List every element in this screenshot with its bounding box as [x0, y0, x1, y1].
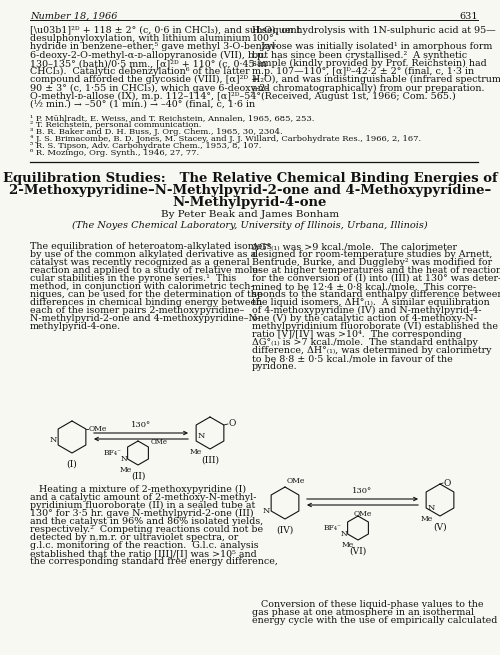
Text: Conversion of these liquid-phase values to the: Conversion of these liquid-phase values …	[252, 600, 484, 609]
Text: for the conversion of (I) into (III) at 130° was deter-: for the conversion of (I) into (III) at …	[252, 274, 500, 283]
Text: 130°: 130°	[352, 487, 372, 495]
Text: cular stabilities in the pyrone series.¹  This: cular stabilities in the pyrone series.¹…	[30, 274, 236, 283]
Text: 631: 631	[460, 12, 478, 21]
Text: Number 18, 1966: Number 18, 1966	[30, 12, 118, 21]
Text: g.l.c. monitoring of the reaction.  G.l.c. analysis: g.l.c. monitoring of the reaction. G.l.c…	[30, 541, 258, 550]
Text: sample (kindly provided by Prof. Reichstein) had: sample (kindly provided by Prof. Reichst…	[252, 59, 487, 68]
Text: 130° for 3·5 hr. gave N-methylpyrid-2-one (III): 130° for 3·5 hr. gave N-methylpyrid-2-on…	[30, 509, 254, 518]
Text: respectively.²  Competing reactions could not be: respectively.² Competing reactions could…	[30, 525, 263, 534]
Text: BF₄⁻: BF₄⁻	[324, 524, 342, 532]
Text: the liquid isomers, ΔH°₍₁₎.  A similar equilibration: the liquid isomers, ΔH°₍₁₎. A similar eq…	[252, 298, 490, 307]
Text: differences in chemical binding energy between: differences in chemical binding energy b…	[30, 298, 262, 307]
Text: Me: Me	[120, 466, 132, 474]
Text: N-Methylpyrid-4-one: N-Methylpyrid-4-one	[173, 196, 327, 209]
Text: N: N	[341, 530, 347, 538]
Text: 100°.: 100°.	[252, 34, 278, 43]
Text: 2-Methoxypyridine–N-Methylpyrid-2-one and 4-Methoxypyridine–: 2-Methoxypyridine–N-Methylpyrid-2-one an…	[9, 184, 491, 197]
Text: (The Noyes Chemical Laboratory, University of Illinois, Urbana, Illinois): (The Noyes Chemical Laboratory, Universi…	[72, 221, 428, 230]
Text: N-methylpyrid-2-one and 4-methoxypyridine–N-: N-methylpyrid-2-one and 4-methoxypyridin…	[30, 314, 260, 323]
Text: (IV): (IV)	[276, 526, 293, 535]
Text: Equilibration Studies:   The Relative Chemical Binding Energies of: Equilibration Studies: The Relative Chem…	[2, 172, 498, 185]
Text: Bentrude, Burke, and Duggleby² was modified for: Bentrude, Burke, and Duggleby² was modif…	[252, 258, 492, 267]
Text: BF₄⁻: BF₄⁻	[104, 449, 122, 457]
Text: ⁵ R. S. Tipson, Adv. Carbohydrate Chem., 1953, 8, 107.: ⁵ R. S. Tipson, Adv. Carbohydrate Chem.,…	[30, 142, 262, 150]
Text: ⁴ J. S. Brimacombe, B. D. Jones, M. Stacey, and J. J. Willard, Carbohydrate Res.: ⁴ J. S. Brimacombe, B. D. Jones, M. Stac…	[30, 135, 421, 143]
Text: OMe: OMe	[354, 510, 372, 518]
Text: pyridinium fluoroborate (II) in a sealed tube at: pyridinium fluoroborate (II) in a sealed…	[30, 501, 256, 510]
Text: 130–135° (bath)/0·5 mm., [α]²ᴰ + 110° (c, 0·45 in: 130–135° (bath)/0·5 mm., [α]²ᴰ + 110° (c…	[30, 59, 267, 68]
Text: and a catalytic amount of 2-methoxy-N-methyl-: and a catalytic amount of 2-methoxy-N-me…	[30, 493, 256, 502]
Text: desulphonyloxylation, with lithium aluminium: desulphonyloxylation, with lithium alumi…	[30, 34, 250, 43]
Text: OMe: OMe	[89, 425, 107, 433]
Text: Me: Me	[421, 515, 434, 523]
Text: ΔG°₍₁₎ is >7 kcal./mole.  The standard enthalpy: ΔG°₍₁₎ is >7 kcal./mole. The standard en…	[252, 338, 478, 347]
Text: niques, can be used for the determination of the: niques, can be used for the determinatio…	[30, 290, 262, 299]
Text: N: N	[121, 455, 128, 463]
Text: and the catalyst in 96% and 86% isolated yields,: and the catalyst in 96% and 86% isolated…	[30, 517, 263, 526]
Text: ⁶ R. Mozingo, Org. Synth., 1946, 27, 77.: ⁶ R. Mozingo, Org. Synth., 1946, 27, 77.	[30, 149, 199, 157]
Text: H₂O), and was indistinguishable (infrared spectrum: H₂O), and was indistinguishable (infrare…	[252, 75, 500, 84]
Text: catalyst was recently recognized as a general: catalyst was recently recognized as a ge…	[30, 258, 250, 267]
Text: (III): (III)	[201, 456, 219, 465]
Text: difference, ΔH°₍₁₎, was determined by calorimetry: difference, ΔH°₍₁₎, was determined by ca…	[252, 346, 492, 355]
Text: methylpyridinium fluoroborate (VI) established the: methylpyridinium fluoroborate (VI) estab…	[252, 322, 498, 331]
Text: by use of the common alkylated derivative as a: by use of the common alkylated derivativ…	[30, 250, 256, 259]
Text: of 4-methoxypyridine (IV) and N-methylpyrid-4-: of 4-methoxypyridine (IV) and N-methylpy…	[252, 306, 482, 315]
Text: pyridone.: pyridone.	[252, 362, 298, 371]
Text: OMe: OMe	[150, 438, 168, 446]
Text: one (V) by the catalytic action of 4-methoxy-N-: one (V) by the catalytic action of 4-met…	[252, 314, 477, 323]
Text: but has since been crystallised.²  A synthetic: but has since been crystallised.² A synt…	[252, 50, 467, 60]
Text: ratio [V]/[IV] was >10⁴.  The corresponding: ratio [V]/[IV] was >10⁴. The correspondi…	[252, 330, 462, 339]
Text: N: N	[197, 432, 204, 440]
Text: O: O	[229, 419, 236, 428]
Text: gas phase at one atmosphere in an isothermal: gas phase at one atmosphere in an isothe…	[252, 608, 474, 617]
Text: N: N	[50, 436, 57, 444]
Text: N: N	[427, 504, 434, 512]
Text: ² T. Reichstein, personal communication.: ² T. Reichstein, personal communication.	[30, 121, 202, 129]
Text: (VI): (VI)	[350, 547, 366, 556]
Text: each of the isomer pairs 2-methoxypyridine–: each of the isomer pairs 2-methoxypyridi…	[30, 306, 244, 315]
Text: 90 ± 3° (c, 1·55 in CHCl₃), which gave 6-deoxy-2-: 90 ± 3° (c, 1·55 in CHCl₃), which gave 6…	[30, 83, 268, 92]
Text: (V): (V)	[433, 523, 447, 532]
Text: (Received, August 1st, 1966; Com. 565.): (Received, August 1st, 1966; Com. 565.)	[252, 92, 456, 101]
Text: H₂O), on hydrolysis with 1N-sulphuric acid at 95—: H₂O), on hydrolysis with 1N-sulphuric ac…	[252, 26, 496, 35]
Text: Me: Me	[190, 448, 202, 456]
Text: method, in conjunction with calorimetric tech-: method, in conjunction with calorimetric…	[30, 282, 254, 291]
Text: O: O	[444, 479, 452, 487]
Text: hydride in benzene–ether,⁵ gave methyl 3-O-benzyl-: hydride in benzene–ether,⁵ gave methyl 3…	[30, 43, 278, 51]
Text: [\u03b1]²ᴰ + 118 ± 2° (c, 0·6 in CHCl₃), and subsequent: [\u03b1]²ᴰ + 118 ± 2° (c, 0·6 in CHCl₃),…	[30, 26, 300, 35]
Text: detected by n.m.r. or ultraviolet spectra, or: detected by n.m.r. or ultraviolet spectr…	[30, 533, 238, 542]
Text: mined to be 12·4 ± 0·8 kcal./mole.  This corre-: mined to be 12·4 ± 0·8 kcal./mole. This …	[252, 282, 476, 291]
Text: OMe: OMe	[287, 477, 306, 485]
Text: methylpyrid-4-one.: methylpyrid-4-one.	[30, 322, 121, 331]
Text: (I): (I)	[66, 460, 78, 469]
Text: m.p. 107—110°, [α]ᴰ–42·2 ± 2° (final, c, 1·3 in: m.p. 107—110°, [α]ᴰ–42·2 ± 2° (final, c,…	[252, 67, 474, 76]
Text: compound afforded the glycoside (VIII), [α]²ᴰ +: compound afforded the glycoside (VIII), …	[30, 75, 259, 84]
Text: 6-deoxy-2-O-methyl-α-ᴅ-allopyranoside (VII), b.p.: 6-deoxy-2-O-methyl-α-ᴅ-allopyranoside (V…	[30, 50, 266, 60]
Text: to be 8·8 ± 0·5 kcal./mole in favour of the: to be 8·8 ± 0·5 kcal./mole in favour of …	[252, 354, 453, 363]
Text: Javose was initially isolated¹ in amorphous form: Javose was initially isolated¹ in amorph…	[252, 43, 492, 51]
Text: O-methyl-ᴅ-allose (IX), m.p. 112–114°, [α]²ᴰ–54°: O-methyl-ᴅ-allose (IX), m.p. 112–114°, […	[30, 92, 261, 101]
Text: and chromatographically) from our preparation.: and chromatographically) from our prepar…	[252, 83, 484, 92]
Text: Me: Me	[342, 541, 353, 549]
Text: 130°: 130°	[131, 421, 151, 429]
Text: The equilibration of heteroatom-alkylated isomers: The equilibration of heteroatom-alkylate…	[30, 242, 272, 251]
Text: (½ min.) → –50° (1 min.) → –40° (final, c, 1·6 in: (½ min.) → –50° (1 min.) → –40° (final, …	[30, 100, 255, 109]
Text: (II): (II)	[131, 472, 145, 481]
Text: use at higher temperatures and the heat of reaction: use at higher temperatures and the heat …	[252, 266, 500, 275]
Text: By Peter Beak and James Bonham: By Peter Beak and James Bonham	[161, 210, 339, 219]
Text: established that the ratio [III]/[I] was >10⁵ and: established that the ratio [III]/[I] was…	[30, 549, 257, 558]
Text: the corresponding standard free energy difference,: the corresponding standard free energy d…	[30, 557, 278, 566]
Text: Heating a mixture of 2-methoxypyridine (I): Heating a mixture of 2-methoxypyridine (…	[30, 485, 246, 494]
Text: sponds to the standard enthalpy difference between: sponds to the standard enthalpy differen…	[252, 290, 500, 299]
Text: ΔG°₍₁₎ was >9 kcal./mole.  The calorimeter: ΔG°₍₁₎ was >9 kcal./mole. The calorimete…	[252, 242, 457, 251]
Text: ³ B. R. Baker and D. H. Buss, J. Org. Chem., 1965, 30, 2304.: ³ B. R. Baker and D. H. Buss, J. Org. Ch…	[30, 128, 282, 136]
Text: CHCl₃).  Catalytic debenzylation⁶ of the latter: CHCl₃). Catalytic debenzylation⁶ of the …	[30, 67, 250, 76]
Text: ¹ P. Mühlradt, E. Weiss, and T. Reichstein, Annalen, 1965, 685, 253.: ¹ P. Mühlradt, E. Weiss, and T. Reichste…	[30, 114, 314, 122]
Text: energy cycle with the use of empirically calculated: energy cycle with the use of empirically…	[252, 616, 498, 625]
Text: designed for room-temperature studies by Arnett,: designed for room-temperature studies by…	[252, 250, 492, 259]
Text: N: N	[263, 507, 270, 515]
Text: reaction and applied to a study of relative mole-: reaction and applied to a study of relat…	[30, 266, 262, 275]
